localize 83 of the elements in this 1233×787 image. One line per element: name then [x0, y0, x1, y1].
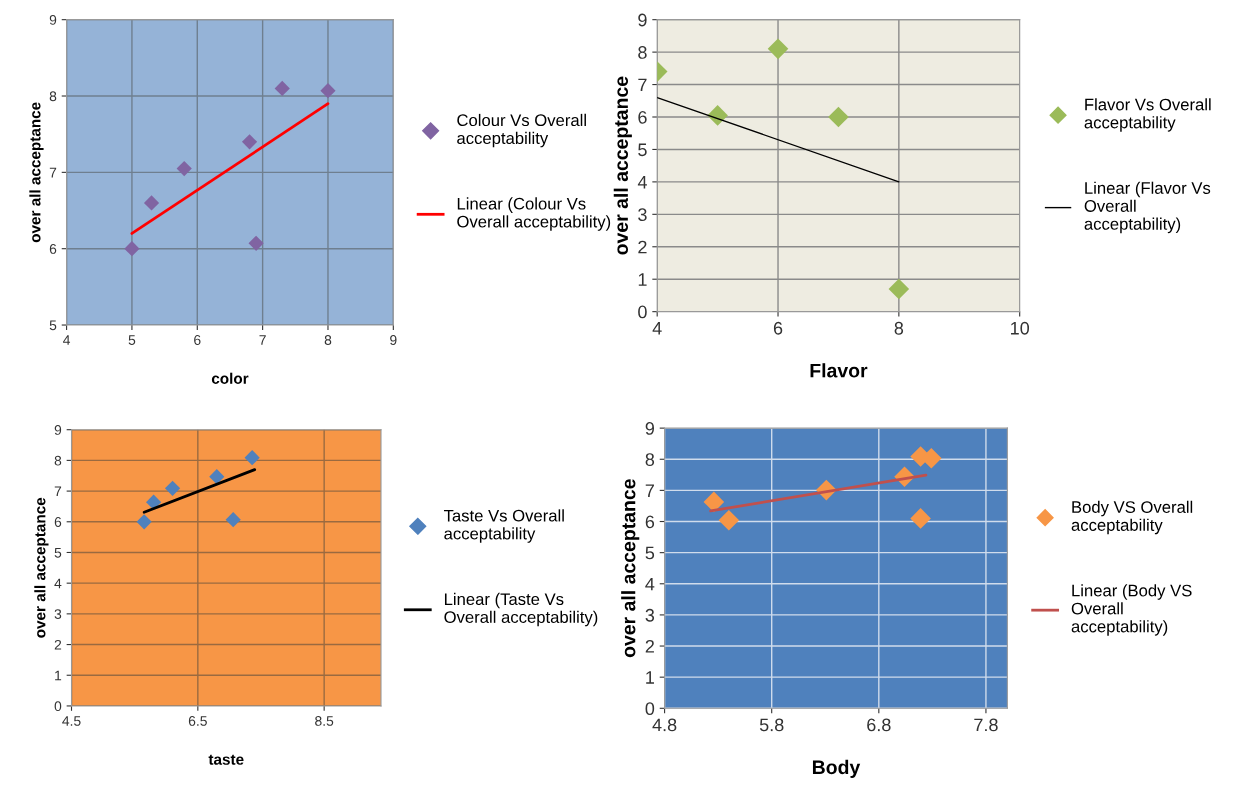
x-tick-label: 9: [390, 335, 397, 345]
y-axis-title: over all acceptance: [34, 497, 49, 638]
point: [176, 160, 192, 177]
x-axis-title: Body: [812, 759, 861, 778]
y-tick-label: 4: [645, 577, 655, 591]
y-tick-label: 5: [54, 547, 62, 558]
y-tick-label: 2: [645, 639, 654, 653]
point: [225, 512, 241, 528]
point: [888, 278, 910, 300]
y-tick-label: 8: [638, 46, 647, 59]
y-tick-label: 7: [638, 78, 647, 92]
y-tick-label: 2: [54, 639, 62, 650]
y-tick-label: 7: [645, 484, 654, 497]
point: [320, 83, 336, 99]
point: [164, 480, 181, 496]
y-tick-label: 7: [54, 486, 62, 497]
x-tick-label: 6.8: [867, 718, 891, 732]
x-tick-label: 8: [324, 335, 332, 345]
y-tick-label: 8: [49, 91, 57, 102]
legend-label: Flavor Vs Overall acceptability: [1084, 98, 1211, 132]
point: [718, 509, 740, 531]
point: [209, 469, 225, 485]
y-tick-label: 5: [645, 546, 655, 560]
y-tick-label: 6: [49, 244, 57, 254]
y-tick-label: 9: [49, 15, 57, 25]
x-tick-label: 5.8: [759, 718, 784, 732]
y-axis-title: over all acceptance: [613, 76, 632, 255]
y-tick-label: 9: [645, 422, 655, 435]
x-axis-title: color: [211, 372, 249, 384]
legend-label: Linear (Flavor Vs Overall acceptability): [1084, 181, 1211, 234]
y-tick-label: 3: [638, 208, 647, 222]
y-tick-label: 1: [55, 670, 62, 681]
point: [767, 38, 789, 60]
y-tick-label: 9: [54, 425, 62, 435]
x-tick-label: 8.5: [315, 716, 334, 726]
x-tick-label: 10: [1011, 321, 1030, 335]
legend-label: Body VS Overall acceptability: [1071, 500, 1193, 535]
x-tick-label: 4: [63, 335, 71, 345]
point: [143, 195, 160, 211]
y-tick-label: 3: [645, 608, 655, 622]
point: [828, 106, 849, 128]
point: [241, 134, 258, 150]
y-tick-label: 0: [638, 305, 647, 319]
x-tick-label: 4.5: [62, 716, 81, 726]
y-tick-label: 5: [638, 143, 647, 157]
y-tick-label: 4: [637, 176, 647, 189]
y-tick-label: 6: [645, 515, 655, 529]
x-axis-title: taste: [208, 754, 244, 765]
y-tick-label: 1: [646, 671, 654, 684]
x-tick-label: 7: [259, 335, 266, 345]
x-tick-label: 5: [128, 335, 136, 345]
y-tick-label: 7: [49, 167, 57, 178]
point: [244, 450, 260, 466]
x-tick-label: 6: [773, 321, 783, 335]
y-tick-label: 1: [638, 273, 647, 286]
y-tick-label: 2: [638, 240, 647, 254]
y-tick-label: 8: [54, 455, 62, 466]
legend-label: Taste Vs Overall acceptability: [443, 509, 564, 543]
point: [274, 80, 290, 96]
y-tick-label: 9: [638, 13, 647, 27]
x-tick-label: 7.8: [974, 718, 998, 732]
point: [910, 508, 931, 529]
y-tick-label: 8: [645, 453, 655, 466]
legend-label: Linear (Colour Vs Overall acceptability): [457, 197, 611, 231]
y-tick-label: 4: [54, 578, 62, 589]
x-tick-label: 6: [194, 335, 201, 345]
y-tick-label: 0: [645, 702, 655, 716]
x-tick-label: 4.8: [652, 718, 677, 732]
y-axis-title: over all acceptance: [29, 102, 44, 243]
legend-label: Linear (Taste Vs Overall acceptability): [444, 592, 598, 627]
x-tick-label: 8: [894, 321, 904, 335]
y-tick-label: 3: [54, 609, 62, 620]
legend-label: Colour Vs Overall acceptability: [457, 113, 586, 148]
point: [124, 241, 140, 257]
point: [248, 235, 264, 251]
x-tick-label: 6.5: [188, 716, 207, 726]
point: [136, 514, 152, 530]
y-tick-label: 0: [54, 701, 62, 712]
x-axis-title: Flavor: [810, 363, 868, 378]
y-tick-label: 6: [54, 517, 62, 527]
y-tick-label: 6: [638, 110, 647, 124]
legend-label: Linear (Body VS Overall acceptability): [1071, 584, 1192, 636]
y-axis-title: over all acceptance: [621, 479, 640, 658]
